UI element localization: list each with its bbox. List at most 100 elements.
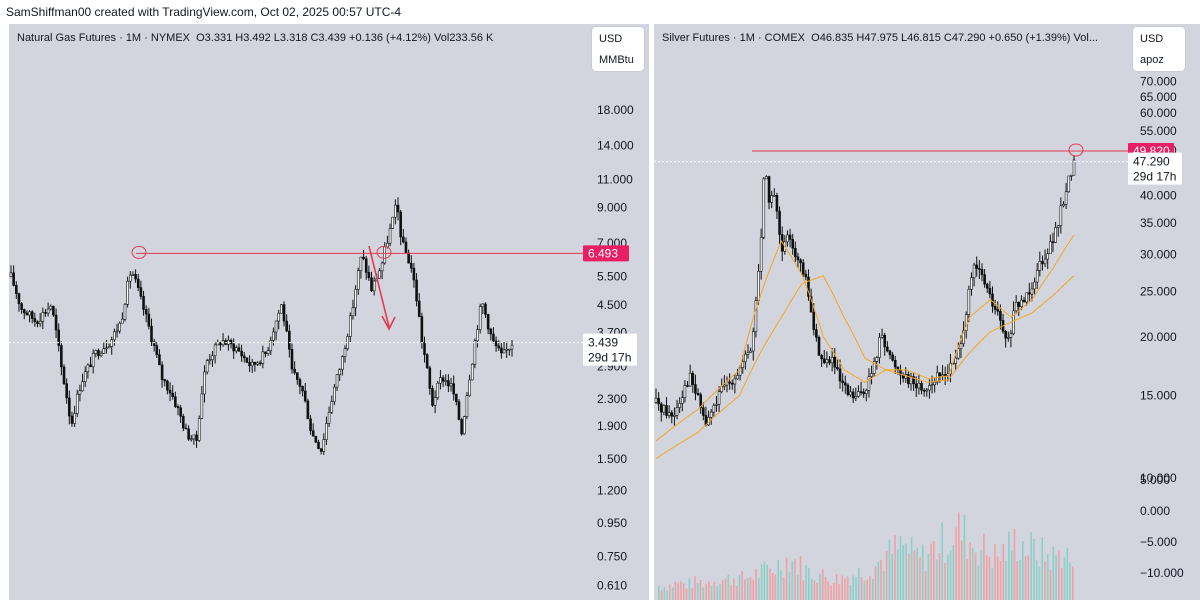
- highlight-circle: [376, 245, 392, 259]
- volume-bar: [935, 559, 938, 600]
- candle-body: [52, 305, 55, 316]
- silver-chart[interactable]: 70.00065.00060.00055.00050.00040.00035.0…: [654, 24, 1200, 600]
- candle-body: [1062, 203, 1065, 207]
- volume-bar: [913, 550, 916, 600]
- candle-body: [195, 434, 198, 441]
- last-price-badge: [1128, 152, 1182, 185]
- volume-bar: [727, 575, 730, 600]
- candle-body: [78, 390, 82, 395]
- candle-body: [423, 342, 426, 355]
- y-axis-tick-label: 1.200: [597, 483, 627, 497]
- panel-divider[interactable]: [649, 24, 654, 600]
- volume-bar: [805, 565, 807, 600]
- candle-body: [843, 382, 847, 386]
- candle-body: [907, 374, 910, 385]
- candle-body: [723, 384, 726, 387]
- candle-body: [751, 331, 755, 352]
- candle-body: [854, 396, 858, 399]
- candle-body: [502, 349, 506, 354]
- silver-chart-panel[interactable]: 70.00065.00060.00055.00050.00040.00035.0…: [654, 24, 1200, 600]
- volume-bar: [833, 583, 835, 600]
- volume-bar: [969, 542, 971, 600]
- candle-body: [136, 278, 140, 288]
- volume-bar: [799, 556, 802, 600]
- volume-bar: [958, 512, 960, 600]
- candle-body: [235, 347, 238, 352]
- volume-bar: [971, 547, 974, 600]
- candle-body: [849, 391, 852, 396]
- candle-body: [248, 362, 251, 367]
- candle-body: [388, 228, 392, 244]
- volume-bar: [691, 588, 693, 600]
- candle-body: [744, 354, 747, 363]
- candle-body: [81, 381, 84, 392]
- candle-body: [481, 303, 485, 307]
- candle-body: [163, 379, 167, 382]
- volume-bar: [813, 580, 816, 600]
- candle-body: [1070, 174, 1073, 177]
- candle-body: [160, 364, 164, 380]
- candle-body: [804, 273, 808, 278]
- volume-axis-tick-label: 5.000: [1140, 473, 1170, 487]
- candle-body: [846, 384, 850, 396]
- candle-body: [298, 379, 302, 387]
- candle-body: [1059, 205, 1063, 226]
- candle-body: [933, 381, 936, 385]
- volume-bar: [1008, 531, 1010, 600]
- volume-bar: [941, 522, 944, 600]
- volume-axis-tick-label: −10.000: [1140, 566, 1184, 580]
- y-axis-tick-label: 55.000: [1140, 124, 1177, 138]
- candle-body: [118, 322, 121, 332]
- volume-bar: [1044, 561, 1046, 600]
- candle-body: [691, 373, 695, 385]
- natural-gas-title: Natural Gas Futures · 1M · NYMEX: [17, 32, 190, 44]
- natural-gas-currency-unit-button[interactable]: USD MMBtu: [592, 27, 644, 71]
- candle-body: [452, 383, 455, 395]
- volume-bar: [1060, 568, 1063, 600]
- volume-bar: [888, 539, 891, 600]
- candle-body: [465, 395, 469, 417]
- candle-body: [68, 397, 71, 417]
- volume-bar: [844, 578, 846, 600]
- candle-body: [46, 308, 50, 314]
- candle-body: [197, 418, 201, 441]
- natural-gas-chart-panel[interactable]: 18.000 14.000 11.000 9.000 7.000 5.500 4.500 3.…: [9, 24, 649, 600]
- candle-body: [1067, 175, 1071, 193]
- volume-bar: [669, 584, 671, 600]
- candle-body: [158, 354, 161, 366]
- natural-gas-chart[interactable]: 18.00014.00011.0009.0007.0005.5004.5003.…: [9, 24, 649, 600]
- candle-body: [680, 397, 684, 404]
- volume-axis-tick-label: −5.000: [1140, 535, 1177, 549]
- volume-bar: [1069, 562, 1071, 600]
- countdown-label: 29d 17h: [1133, 170, 1176, 184]
- last-price-badge: [583, 333, 637, 366]
- candle-body: [62, 366, 66, 384]
- candle-body: [460, 419, 463, 435]
- candle-body: [349, 315, 352, 337]
- candle-body: [402, 236, 405, 243]
- candle-body: [928, 385, 931, 391]
- candle-body: [828, 359, 831, 364]
- y-axis-tick-label: 65.000: [1140, 90, 1177, 104]
- candle-body: [696, 393, 700, 395]
- candle-body: [20, 303, 23, 310]
- candle-body: [1004, 331, 1007, 339]
- candle-body: [89, 364, 92, 368]
- candle-body: [285, 320, 288, 332]
- candle-body: [428, 367, 432, 389]
- candle-body: [473, 340, 477, 365]
- volume-bar: [905, 543, 907, 600]
- candle-body: [33, 318, 37, 323]
- candle-body: [728, 381, 731, 384]
- y-axis-tick-label: 11.000: [597, 172, 633, 186]
- candle-body: [115, 330, 119, 333]
- silver-currency-unit-button[interactable]: USD apoz: [1133, 27, 1185, 71]
- candle-body: [295, 372, 299, 380]
- candle-body: [675, 407, 679, 416]
- candle-body: [370, 277, 373, 292]
- candle-body: [317, 441, 320, 449]
- candle-body: [665, 405, 668, 416]
- volume-bar: [860, 577, 863, 600]
- candle-body: [457, 401, 461, 420]
- volume-bar: [899, 536, 902, 600]
